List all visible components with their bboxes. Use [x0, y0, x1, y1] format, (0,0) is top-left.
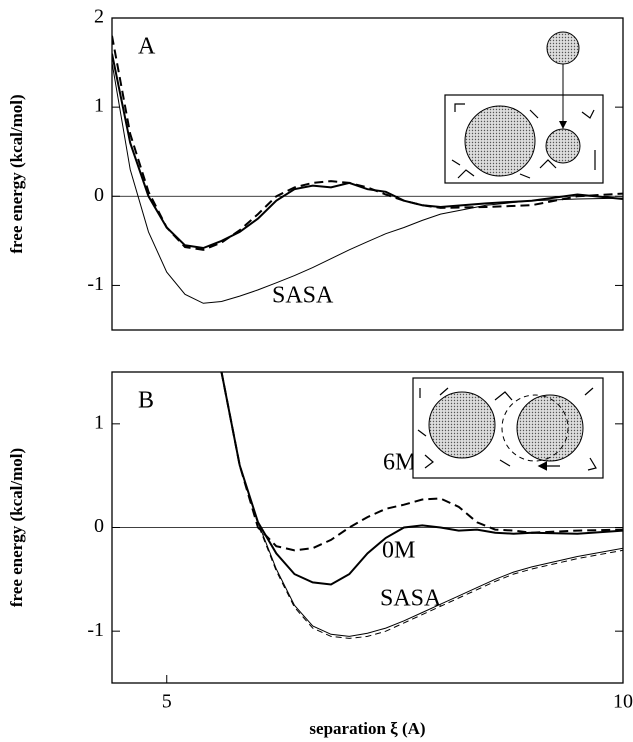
- y-tick-label: 0: [94, 184, 104, 206]
- x-tick-label: 10: [613, 691, 633, 713]
- x-tick-label: 5: [162, 691, 172, 713]
- inset-diagram-b: [412, 377, 604, 479]
- y-tick-label: -1: [87, 273, 104, 295]
- annotation: SASA: [272, 283, 334, 309]
- curve: [112, 62, 623, 304]
- y-tick-label: 2: [94, 6, 104, 28]
- y-tick-label: 1: [94, 411, 104, 433]
- curve: [221, 372, 623, 639]
- y-tick-label: -1: [87, 619, 104, 641]
- plot-frame: [111, 17, 624, 331]
- curve: [221, 372, 623, 637]
- curve: [112, 35, 623, 251]
- y-tick-label: 0: [94, 515, 104, 537]
- annotation: 0M: [382, 538, 415, 564]
- panel-label: A: [138, 34, 156, 60]
- x-axis-label: separation ξ (A): [309, 719, 425, 738]
- curve: [220, 372, 623, 586]
- inset-diagram-a: [444, 31, 604, 184]
- annotation: SASA: [380, 586, 442, 612]
- y-axis-label: free energy (kcal/mol): [7, 448, 26, 607]
- annotation: 6M: [383, 450, 416, 476]
- y-axis-label: free energy (kcal/mol): [7, 94, 26, 253]
- panel-label: B: [138, 388, 154, 414]
- curve: [220, 372, 623, 552]
- y-tick-label: 1: [94, 95, 104, 117]
